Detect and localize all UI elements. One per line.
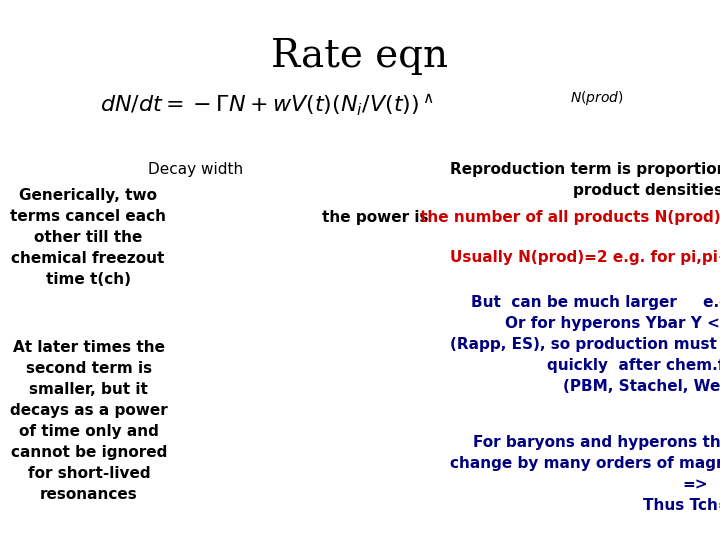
- Text: Reproduction term is proportional to the product of
product densities, thus: Reproduction term is proportional to the…: [450, 162, 720, 198]
- Text: Rate eqn: Rate eqn: [271, 38, 449, 75]
- Text: For baryons and hyperons the production term may
change by many orders of magnit: For baryons and hyperons the production …: [450, 435, 720, 513]
- Text: At later times the
second term is
smaller, but it
decays as a power
of time only: At later times the second term is smalle…: [10, 340, 168, 502]
- Text: Usually N(prod)=2 e.g. for pi,pi<=>rho: Usually N(prod)=2 e.g. for pi,pi<=>rho: [450, 250, 720, 265]
- Text: $dN / dt = -\mathit{\Gamma}N + wV(t)(N_i/V(t))^\wedge$: $dN / dt = -\mathit{\Gamma}N + wV(t)(N_i…: [100, 92, 434, 118]
- Text: Decay width: Decay width: [148, 162, 243, 177]
- Text: $N(prod)$: $N(prod)$: [570, 89, 624, 107]
- Text: the power is: the power is: [322, 210, 439, 225]
- Text: But  can be much larger     e.g. Nbar N <=> 6pi
Or for hyperons Ybar Y < = > KK : But can be much larger e.g. Nbar N <=> 6…: [450, 295, 720, 394]
- Text: the number of all products N(prod): the number of all products N(prod): [420, 210, 720, 225]
- Text: Generically, two
terms cancel each
other till the
chemical freezout
time t(ch): Generically, two terms cancel each other…: [10, 188, 166, 287]
